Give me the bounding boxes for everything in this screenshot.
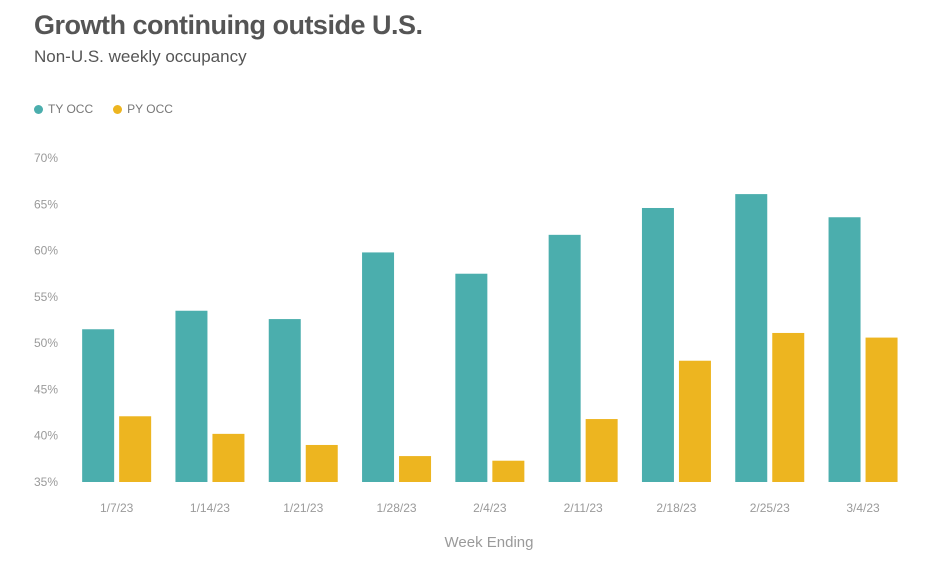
bar-ty-occ xyxy=(641,207,674,482)
x-tick-label: 3/4/23 xyxy=(846,501,880,515)
x-axis-label: Week Ending xyxy=(445,534,534,551)
chart-title: Growth continuing outside U.S. xyxy=(34,10,423,40)
y-tick-label: 50% xyxy=(34,336,58,350)
y-tick-label: 60% xyxy=(34,244,58,258)
x-axis: 1/7/23 1/14/23 1/21/23 1/28/23 2/4/23 2/11/23… xyxy=(100,501,880,515)
bar-py-occ xyxy=(212,433,245,482)
bar-ty-occ xyxy=(175,310,208,482)
x-tick-label: 2/4/23 xyxy=(473,501,507,515)
y-tick-label: 65% xyxy=(34,197,58,211)
bar-ty-occ xyxy=(362,252,395,482)
y-tick-label: 55% xyxy=(34,290,58,304)
bar-ty-occ xyxy=(735,194,768,483)
bar-py-occ xyxy=(865,337,898,482)
x-tick-label: 2/11/23 xyxy=(564,501,603,515)
y-tick-label: 45% xyxy=(34,382,58,396)
x-tick-label: 1/7/23 xyxy=(100,501,134,515)
bar-ty-occ xyxy=(268,319,301,482)
legend-item-ty: TY OCC xyxy=(34,102,93,116)
x-tick-label: 1/21/23 xyxy=(283,501,323,515)
bar-ty-occ xyxy=(828,217,861,482)
bar-py-occ xyxy=(305,444,338,482)
bar-py-occ xyxy=(678,360,711,482)
legend-swatch-ty xyxy=(34,104,43,114)
bar-ty-occ xyxy=(548,234,581,482)
x-tick-label: 2/25/23 xyxy=(750,501,790,515)
y-axis: 35% 40% 45% 50% 55% 60% 65% 70% xyxy=(34,151,58,489)
legend-swatch-py xyxy=(113,104,123,114)
y-tick-label: 35% xyxy=(34,475,58,489)
legend-item-py: PY OCC xyxy=(113,102,173,116)
bar-py-occ xyxy=(772,332,805,482)
y-tick-label: 70% xyxy=(34,151,58,165)
bar-py-occ xyxy=(585,419,618,482)
bars xyxy=(82,194,898,483)
legend-label-py: PY OCC xyxy=(127,102,173,116)
bar-py-occ xyxy=(492,460,525,482)
x-tick-label: 2/18/23 xyxy=(656,501,696,515)
legend: TY OCC PY OCC xyxy=(34,102,173,116)
bar-ty-occ xyxy=(82,329,115,482)
bar-ty-occ xyxy=(455,273,488,482)
y-tick-label: 40% xyxy=(34,429,58,443)
chart-subtitle: Non-U.S. weekly occupancy xyxy=(34,47,247,66)
legend-label-ty: TY OCC xyxy=(48,102,94,116)
x-tick-label: 1/28/23 xyxy=(377,501,417,515)
bar-py-occ xyxy=(399,456,432,482)
x-tick-label: 1/14/23 xyxy=(190,501,230,515)
bar-py-occ xyxy=(119,416,152,482)
